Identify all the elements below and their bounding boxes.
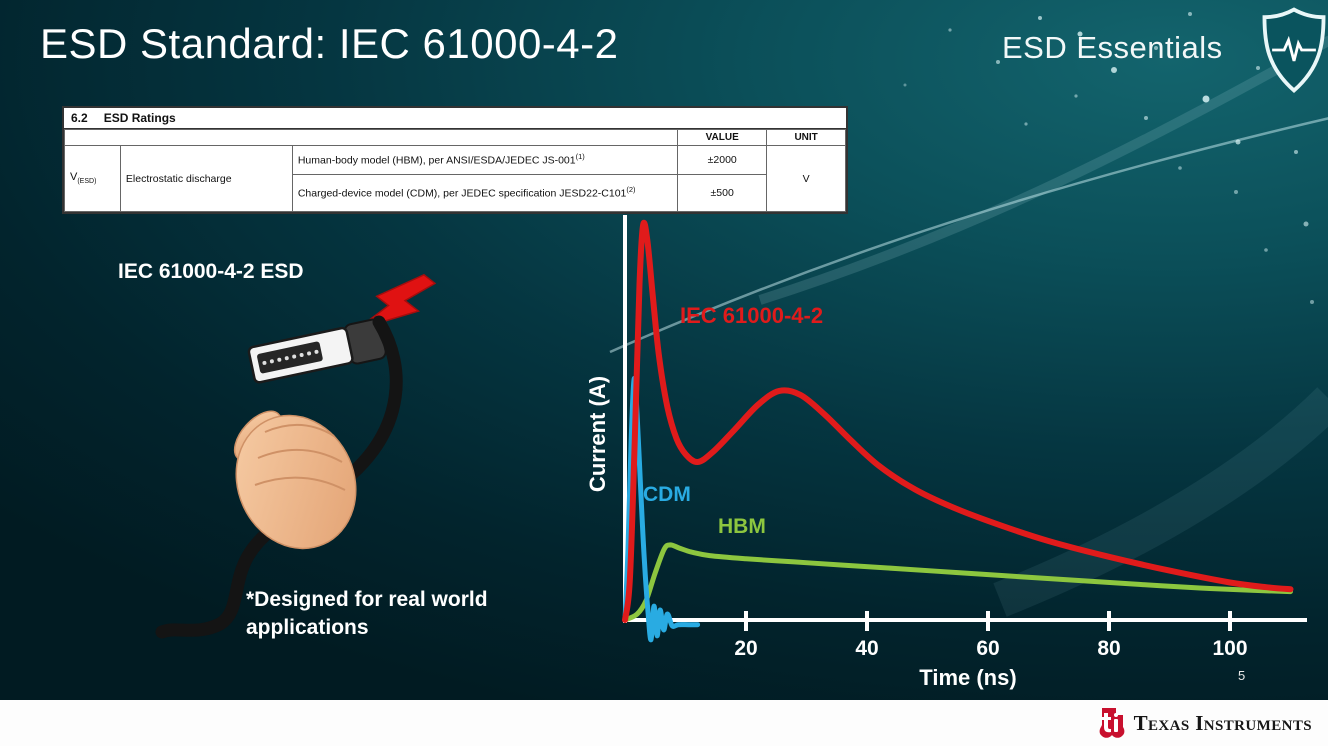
esd-waveform-chart: 20 40 60 80 100 Current (A) Time (ns) IEC 61… bbox=[585, 215, 1328, 695]
hbm-description: Human-body model (HBM), per ANSI/ESDA/JE… bbox=[291, 145, 679, 175]
x-tick-label: 80 bbox=[1097, 637, 1120, 660]
pulse-line-icon bbox=[1272, 35, 1316, 62]
esd-ratings-table: 6.2 ESD Ratings VALUE UNIT V(ESD) Electr… bbox=[62, 106, 848, 214]
applications-note: *Designed for real world applications bbox=[246, 588, 488, 640]
parameter-symbol: V(ESD) bbox=[64, 145, 121, 212]
page-number: 5 bbox=[1238, 668, 1246, 683]
hdmi-connector bbox=[247, 318, 387, 384]
waveform-CDM bbox=[622, 376, 701, 643]
cdm-footnote: (2) bbox=[626, 185, 636, 195]
connector-pins bbox=[262, 349, 319, 365]
lightning-bolt-icon bbox=[356, 273, 437, 330]
hbm-value: ±2000 bbox=[677, 145, 768, 175]
series-label-hbm: HBM bbox=[718, 515, 766, 538]
section-number: 6.2 bbox=[71, 111, 88, 125]
table-row: V(ESD) Electrostatic discharge Human-bod… bbox=[64, 145, 846, 212]
slide-title: ESD Standard: IEC 61000-4-2 bbox=[40, 20, 619, 67]
ti-logo: Texas Instruments bbox=[1093, 707, 1312, 739]
chart-plot: 20 40 60 80 100 bbox=[622, 215, 1307, 660]
unit-value: V bbox=[766, 145, 846, 212]
finger-creases bbox=[254, 423, 346, 491]
header-spacer-cell bbox=[63, 129, 679, 146]
hbm-description-text: Human-body model (HBM), per ANSI/ESDA/JE… bbox=[297, 154, 576, 167]
x-tick-label: 40 bbox=[855, 637, 878, 660]
symbol-base: V bbox=[70, 171, 78, 184]
series-label-iec: IEC 61000-4-2 bbox=[680, 303, 824, 328]
ti-bug-icon bbox=[1099, 708, 1124, 738]
cdm-description-text: Charged-device model (CDM), per JEDEC sp… bbox=[297, 187, 627, 200]
y-axis-label: Current (A) bbox=[585, 375, 610, 493]
series-label-cdm: CDM bbox=[643, 483, 691, 506]
waveform-IEC 61000-4-2 bbox=[622, 219, 1294, 623]
x-tick-label: 60 bbox=[976, 637, 999, 660]
table-row: Charged-device model (CDM), per JEDEC sp… bbox=[65, 174, 846, 212]
waveform-HBM bbox=[622, 542, 1293, 623]
table-section-heading: 6.2 ESD Ratings bbox=[64, 108, 846, 129]
hand bbox=[233, 410, 357, 550]
unit-header-cell: UNIT bbox=[766, 129, 846, 146]
illustration-caption: IEC 61000-4-2 ESD bbox=[118, 260, 304, 283]
fist bbox=[235, 414, 357, 550]
x-tick-label: 20 bbox=[734, 637, 757, 660]
series-brand-label: ESD Essentials bbox=[1002, 30, 1223, 65]
value-header-cell: VALUE bbox=[677, 129, 768, 146]
section-title: ESD Ratings bbox=[103, 111, 176, 125]
cdm-value: ±500 bbox=[677, 174, 768, 212]
symbol-subscript: (ESD) bbox=[77, 178, 97, 186]
x-tick-label: 100 bbox=[1212, 637, 1247, 660]
table-header-row: VALUE UNIT bbox=[63, 129, 846, 146]
hand-plug-illustration bbox=[155, 273, 437, 639]
footer-bar: Texas Instruments bbox=[0, 700, 1328, 746]
ti-brand-text: Texas Instruments bbox=[1133, 710, 1312, 735]
esd-shield-icon bbox=[1262, 7, 1326, 94]
hbm-footnote: (1) bbox=[575, 152, 585, 162]
connector-slot bbox=[257, 341, 323, 374]
x-axis-label: Time (ns) bbox=[919, 665, 1017, 690]
cdm-description: Charged-device model (CDM), per JEDEC sp… bbox=[291, 174, 679, 212]
parameter-name: Electrostatic discharge bbox=[119, 145, 293, 212]
